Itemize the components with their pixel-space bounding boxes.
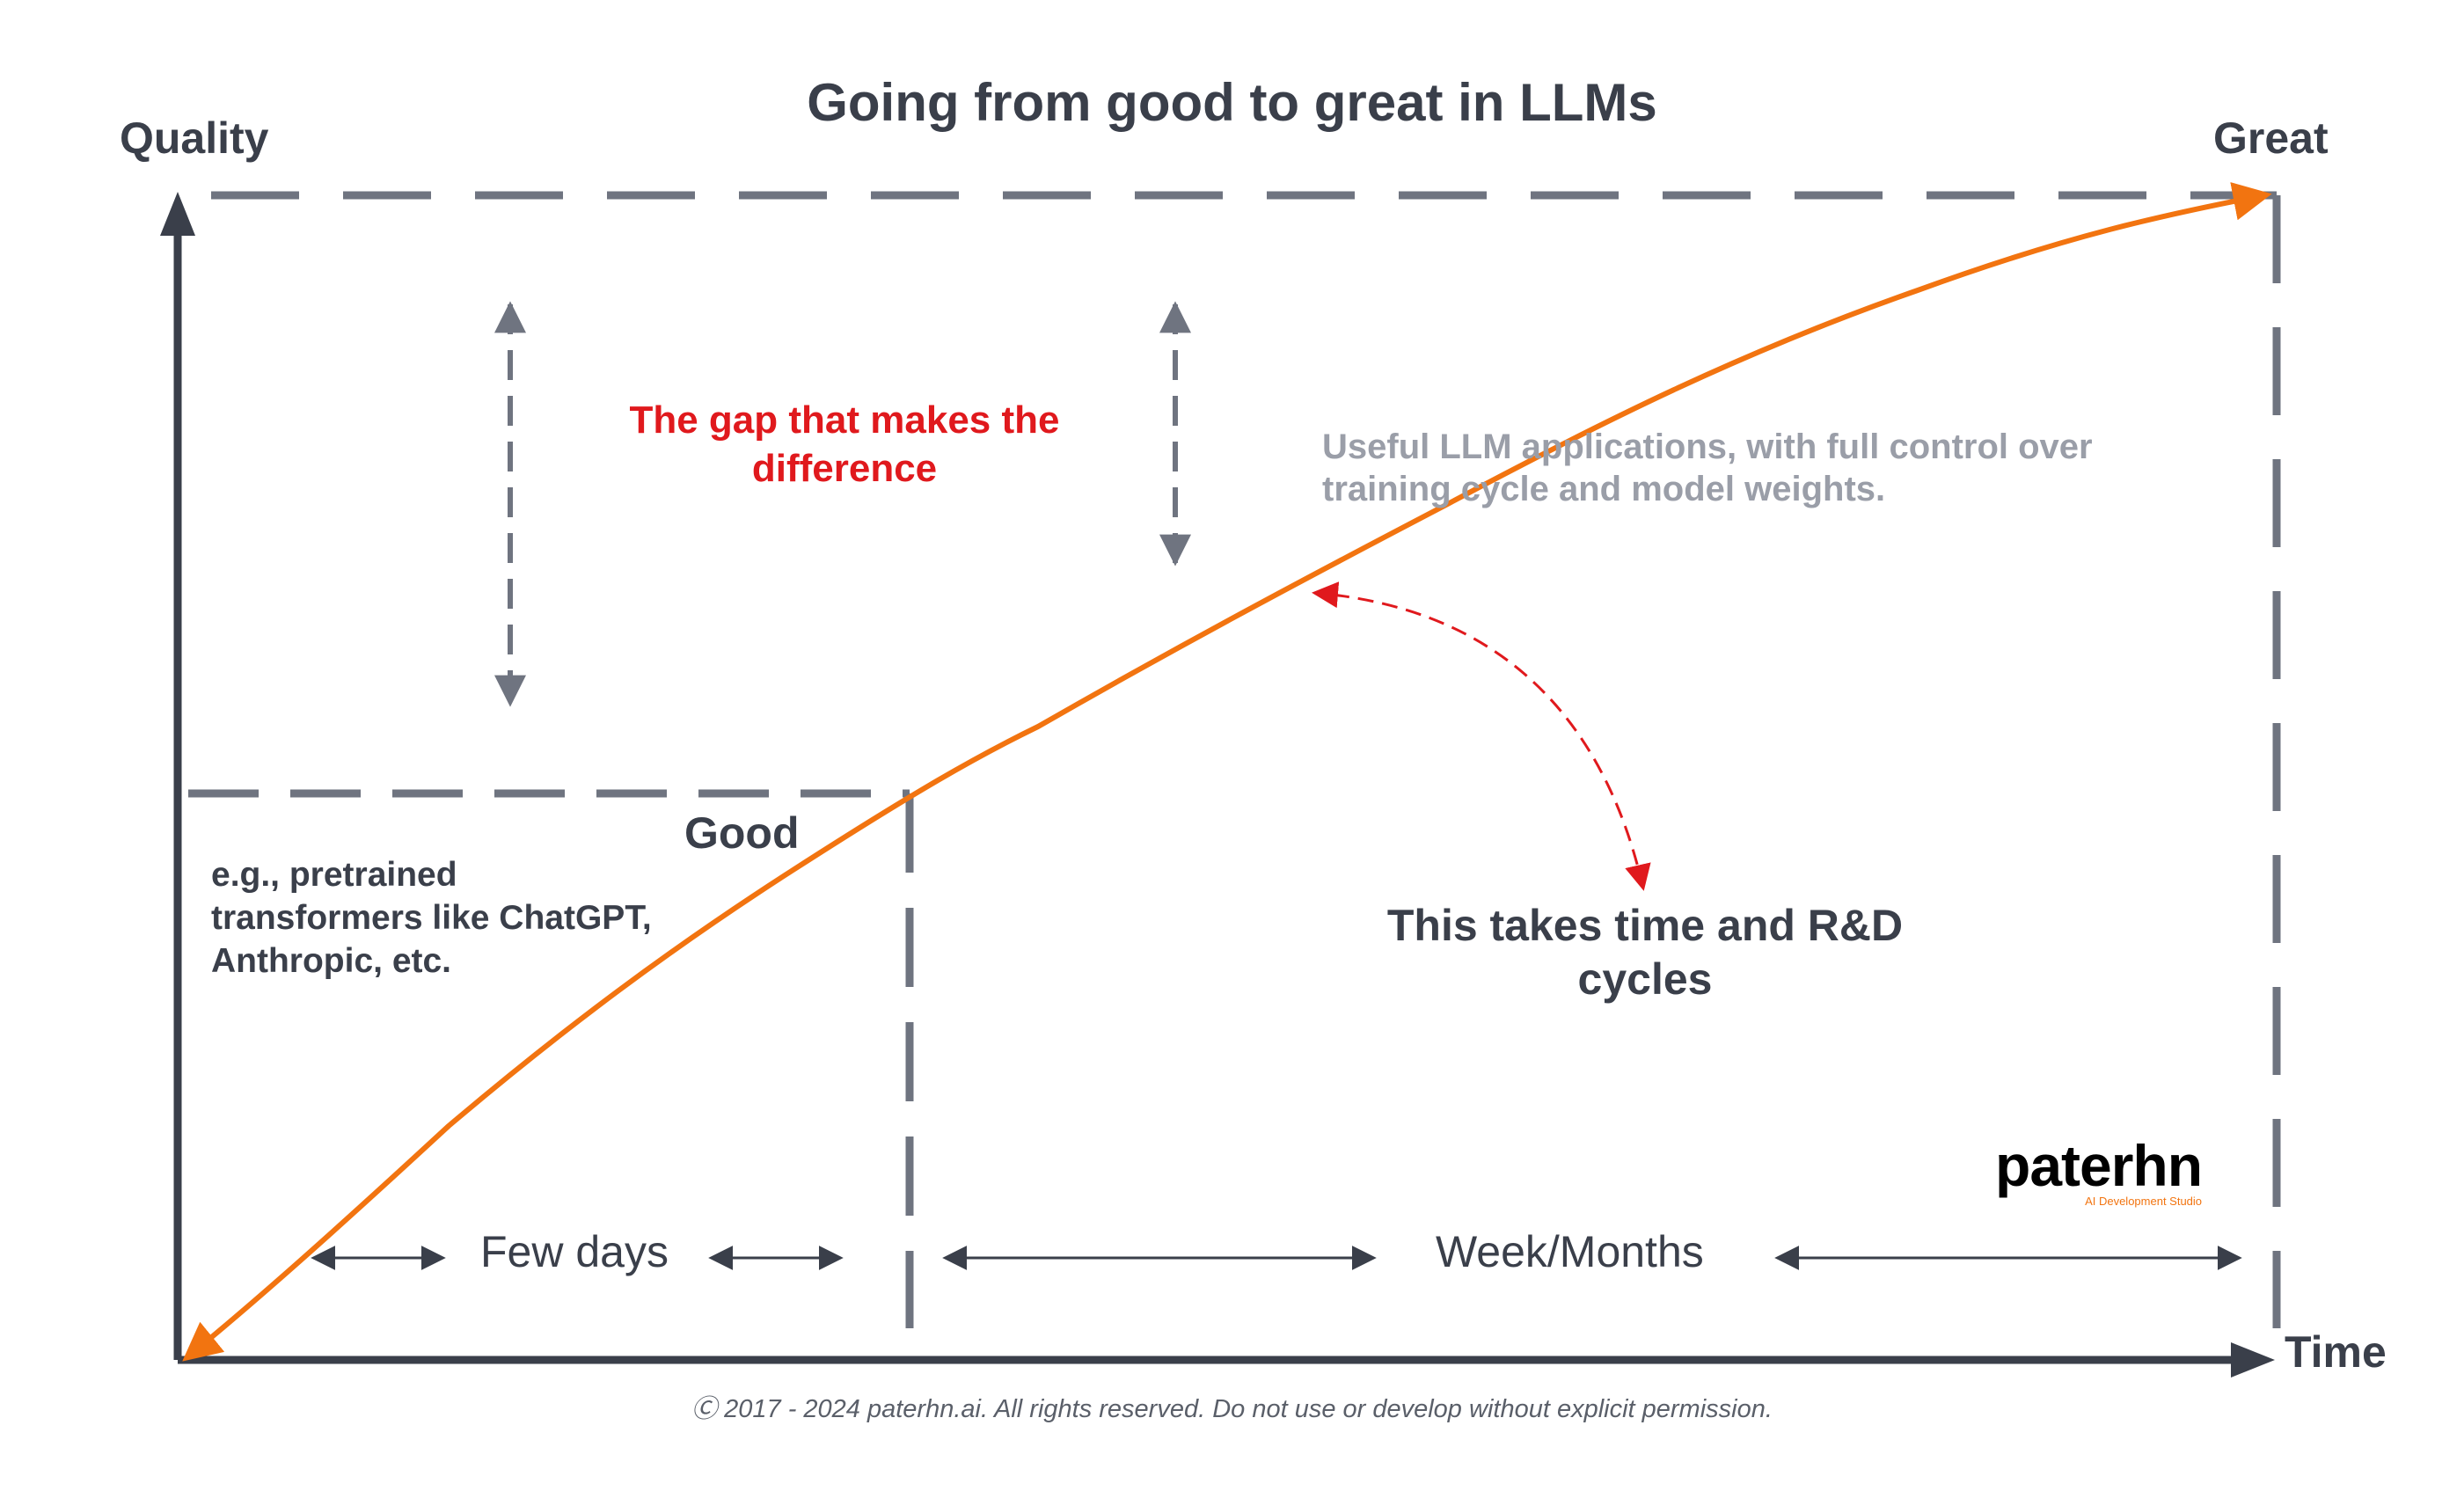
useful-annotation: Useful LLM applications, with full contr… bbox=[1322, 428, 2093, 508]
gap-annotation: The gap that makes the difference bbox=[629, 398, 1060, 490]
copyright-notice: Ⓒ 2017 - 2024 paterhn.ai. All rights res… bbox=[691, 1395, 1773, 1423]
y-axis-arrowhead bbox=[160, 192, 195, 236]
paterhn-logo: paterhn AI Development Studio bbox=[1995, 1133, 2203, 1208]
rd-curved-arrow bbox=[1312, 581, 1651, 891]
weeks-months-label: Week/Months bbox=[1436, 1227, 1704, 1276]
few-days-label: Few days bbox=[480, 1227, 669, 1276]
logo-tagline: AI Development Studio bbox=[2085, 1195, 2203, 1208]
growth-curve bbox=[182, 182, 2272, 1362]
diagram-title: Going from good to great in LLMs bbox=[807, 73, 1657, 132]
y-axis-label: Quality bbox=[120, 113, 269, 163]
good-level-label: Good bbox=[684, 808, 800, 858]
x-axis-arrowhead bbox=[2231, 1342, 2275, 1378]
x-axis-label: Time bbox=[2285, 1327, 2387, 1377]
rd-annotation: This takes time and R&D cycles bbox=[1386, 901, 1904, 1004]
example-annotation: e.g., pretrained transformers like ChatG… bbox=[211, 856, 652, 980]
logo-name: paterhn bbox=[1995, 1133, 2203, 1198]
great-level-label: Great bbox=[2213, 113, 2329, 163]
